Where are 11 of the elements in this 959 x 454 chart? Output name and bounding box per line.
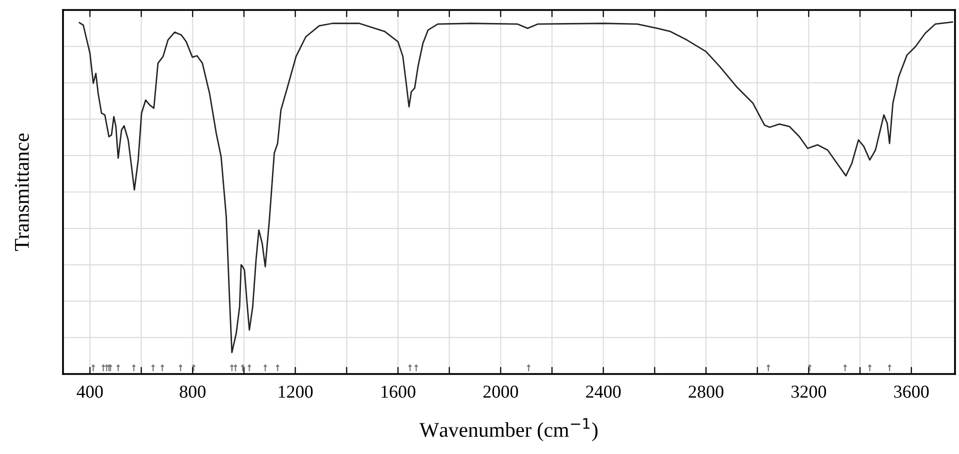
x-tick-label: 1200 [278,386,313,398]
y-axis-title: Transmittance [14,134,29,251]
x-tick-label: 2800 [688,386,724,398]
x-tick-label: 3600 [894,386,929,398]
x-tick-label: 800 [180,386,206,398]
x-tick-label: 3200 [791,386,826,398]
x-tick-label: 1600 [382,386,416,398]
x-tick-label: 2000 [483,386,518,398]
x-tick-label: 2400 [586,386,621,398]
x-axis-title: Wavenumber (cm$^{−1}$) [419,418,598,442]
x-tick-label: 400 [76,386,103,398]
